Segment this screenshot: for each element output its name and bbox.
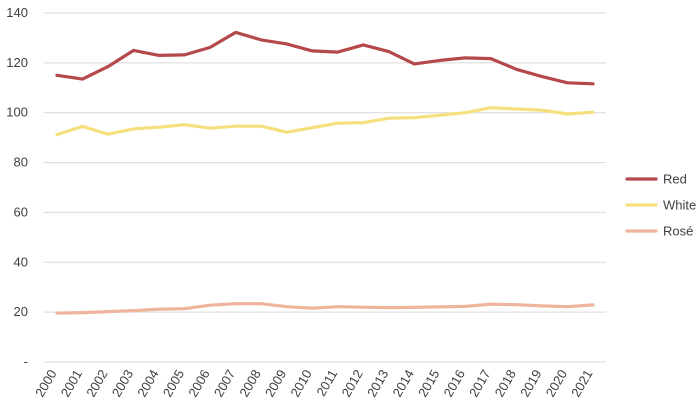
legend-label: Red xyxy=(663,172,687,187)
x-axis-tick-labels: 2000200120022003200420052006200720082009… xyxy=(32,367,595,400)
y-tick-label: 120 xyxy=(6,55,28,70)
series-lines xyxy=(55,30,595,315)
x-tick-label: 2007 xyxy=(211,367,238,400)
x-tick-label: 2015 xyxy=(415,367,442,400)
legend-label: White xyxy=(663,198,696,213)
x-tick-label: 2014 xyxy=(389,367,416,400)
y-tick-label: 40 xyxy=(14,254,28,269)
x-tick-label: 2009 xyxy=(262,367,289,400)
x-tick-label: 2011 xyxy=(313,367,340,399)
x-tick-label: 2003 xyxy=(109,367,136,400)
x-tick-label: 2006 xyxy=(185,367,212,400)
series-line-1 xyxy=(55,106,595,137)
legend: Red White Rosé xyxy=(625,172,696,239)
x-tick-label: 2010 xyxy=(287,367,314,400)
x-tick-label: 2005 xyxy=(160,367,187,400)
gridlines xyxy=(44,12,606,363)
x-tick-label: 2018 xyxy=(492,367,519,400)
series-line-0 xyxy=(55,30,595,86)
y-tick-label: 20 xyxy=(14,304,28,319)
x-tick-label: 2020 xyxy=(543,367,570,400)
x-tick-label: 2000 xyxy=(32,367,59,400)
x-tick-label: 2019 xyxy=(517,367,544,400)
x-tick-label: 2016 xyxy=(441,367,468,400)
x-tick-label: 2008 xyxy=(236,367,263,400)
y-tick-label: 140 xyxy=(6,5,28,20)
x-tick-label: 2012 xyxy=(338,367,365,400)
x-tick-label: 2017 xyxy=(466,367,493,400)
y-tick-label: 100 xyxy=(6,105,28,120)
x-tick-label: 2021 xyxy=(568,367,595,400)
x-tick-label: 2004 xyxy=(134,367,161,400)
y-tick-label: 60 xyxy=(14,204,28,219)
x-tick-label: 2013 xyxy=(364,367,391,400)
legend-label: Rosé xyxy=(663,224,693,239)
series-line-2 xyxy=(55,302,595,315)
y-axis-tick-labels: - 20 40 60 80 100 120 140 xyxy=(6,5,28,369)
x-tick-label: 2001 xyxy=(58,367,85,400)
x-tick-label: 2002 xyxy=(83,367,110,400)
y-tick-label: - xyxy=(24,354,28,369)
y-tick-label: 80 xyxy=(14,155,28,170)
